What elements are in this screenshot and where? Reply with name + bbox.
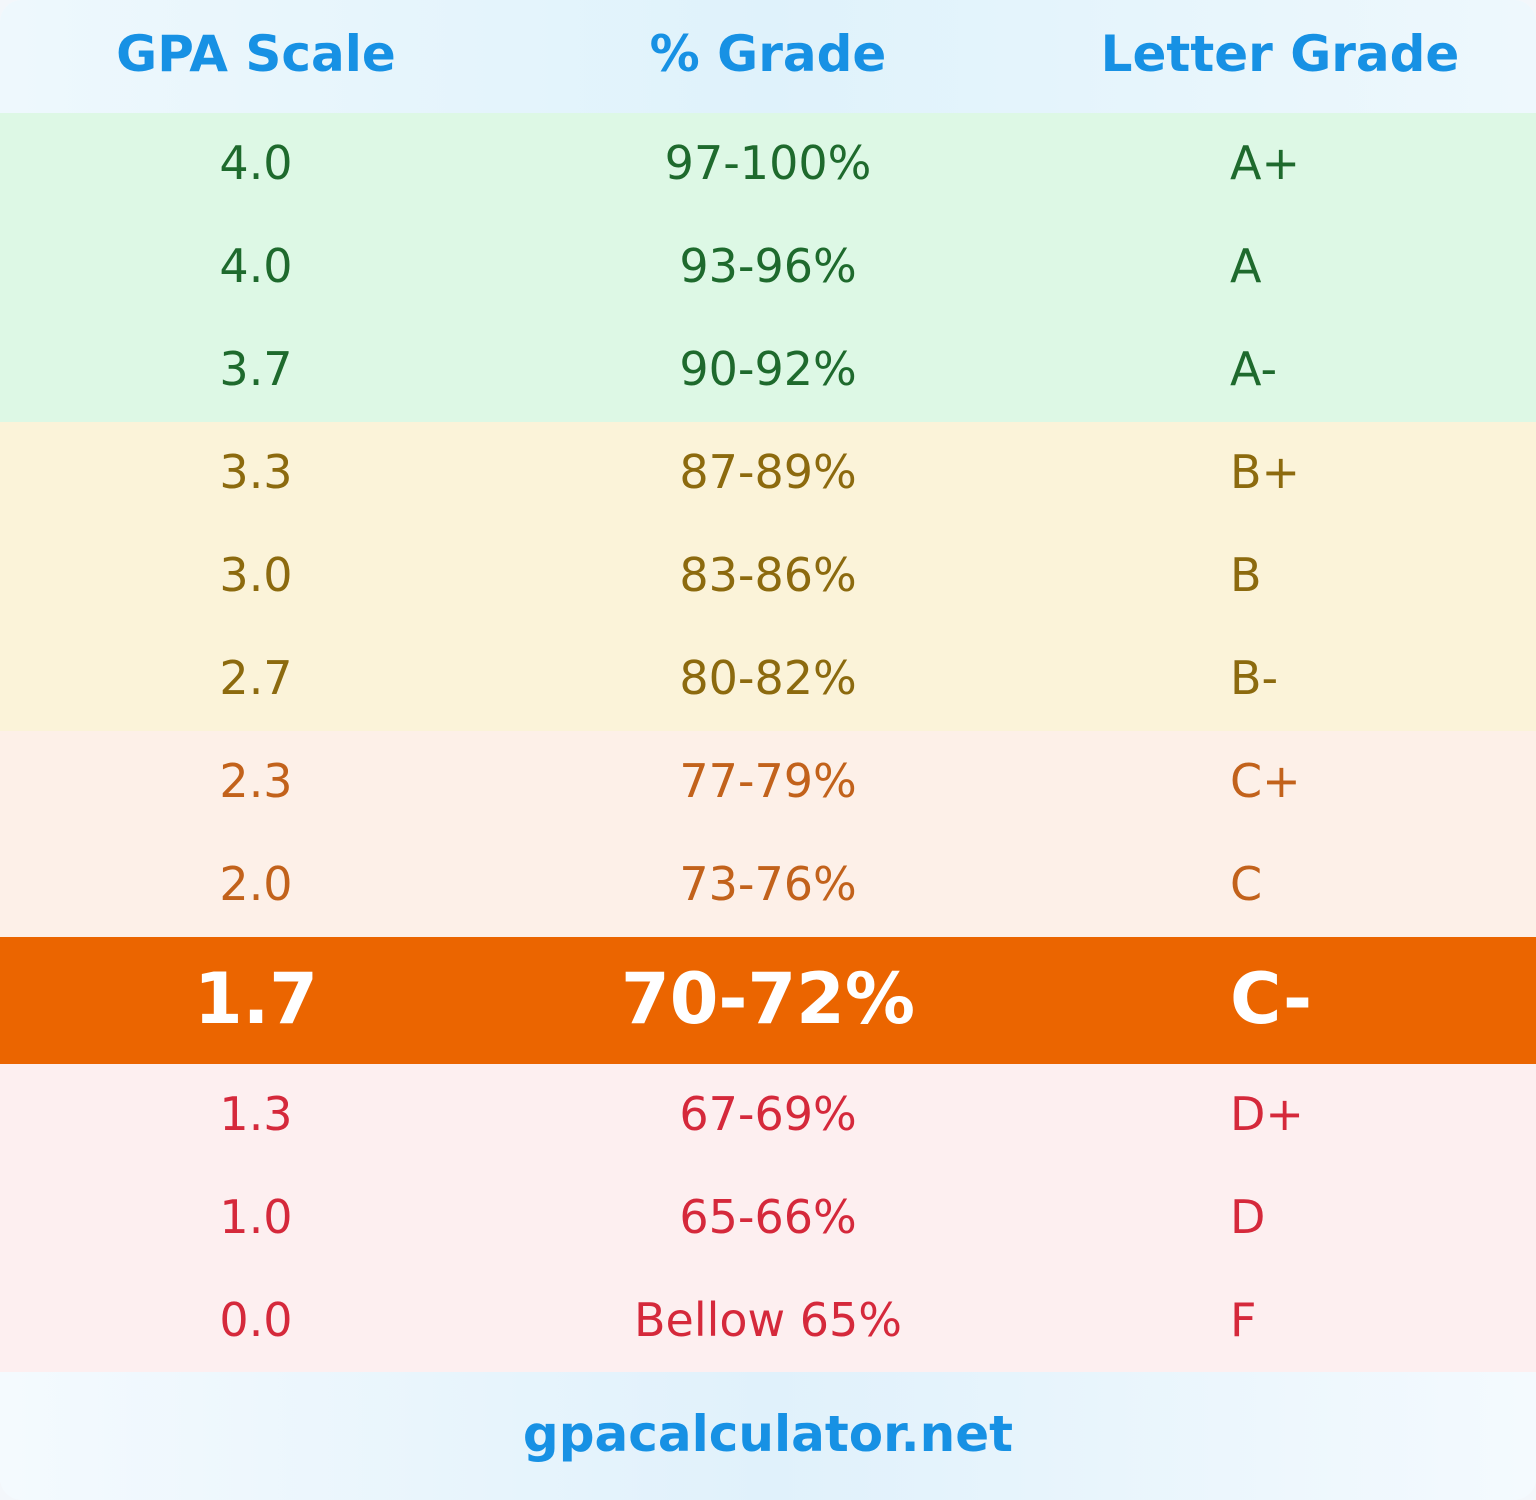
percent-range: 80-82% bbox=[679, 650, 857, 705]
table-row: 1.0 65-66% D bbox=[0, 1167, 1536, 1270]
gpa-value: 1.3 bbox=[219, 1086, 293, 1141]
letter-grade: B- bbox=[1230, 650, 1279, 705]
gpa-value: 2.7 bbox=[219, 650, 293, 705]
letter-grade: C bbox=[1230, 856, 1263, 911]
letter-grade: F bbox=[1230, 1292, 1257, 1347]
percent-range: Bellow 65% bbox=[633, 1292, 903, 1347]
percent-range: 73-76% bbox=[679, 856, 857, 911]
table-row: 0.0 Bellow 65% F bbox=[0, 1270, 1536, 1373]
gpa-value: 3.7 bbox=[219, 341, 293, 396]
letter-grade: A+ bbox=[1230, 135, 1301, 190]
table-header: GPA Scale % Grade Letter Grade bbox=[0, 0, 1536, 113]
letter-grade: C+ bbox=[1230, 753, 1301, 808]
letter-grade: A- bbox=[1230, 341, 1278, 396]
table-row-highlighted: 1.7 70-72% C- bbox=[0, 937, 1536, 1064]
header-percent-grade: % Grade bbox=[649, 24, 887, 83]
gpa-value: 4.0 bbox=[219, 135, 293, 190]
gpa-value: 2.3 bbox=[219, 753, 293, 808]
percent-range: 87-89% bbox=[679, 444, 857, 499]
header-gpa-scale: GPA Scale bbox=[116, 24, 396, 83]
gpa-value: 3.0 bbox=[219, 547, 293, 602]
header-letter-grade: Letter Grade bbox=[1100, 24, 1460, 83]
letter-grade: A bbox=[1230, 238, 1262, 293]
gpa-value: 1.0 bbox=[219, 1189, 293, 1244]
gpa-value: 1.7 bbox=[193, 957, 318, 1040]
table-row: 1.3 67-69% D+ bbox=[0, 1064, 1536, 1167]
table-row: 4.0 93-96% A bbox=[0, 216, 1536, 319]
percent-range: 77-79% bbox=[679, 753, 857, 808]
percent-range: 93-96% bbox=[679, 238, 857, 293]
letter-grade: B+ bbox=[1230, 444, 1301, 499]
gpa-value: 0.0 bbox=[219, 1292, 293, 1347]
letter-grade: D+ bbox=[1230, 1086, 1304, 1141]
percent-range: 67-69% bbox=[679, 1086, 857, 1141]
percent-range: 90-92% bbox=[679, 341, 857, 396]
table-row: 2.3 77-79% C+ bbox=[0, 731, 1536, 834]
table-row: 4.0 97-100% A+ bbox=[0, 113, 1536, 216]
table-row: 3.3 87-89% B+ bbox=[0, 422, 1536, 525]
footer: gpacalculator.net bbox=[0, 1372, 1536, 1500]
letter-grade: B bbox=[1230, 547, 1262, 602]
letter-grade: C- bbox=[1230, 957, 1313, 1040]
gpa-value: 3.3 bbox=[219, 444, 293, 499]
table-row: 3.0 83-86% B bbox=[0, 525, 1536, 628]
table-row: 2.0 73-76% C bbox=[0, 834, 1536, 937]
percent-range: 65-66% bbox=[679, 1189, 857, 1244]
percent-range: 83-86% bbox=[679, 547, 857, 602]
percent-range: 97-100% bbox=[664, 135, 872, 190]
gpa-value: 4.0 bbox=[219, 238, 293, 293]
letter-grade: D bbox=[1230, 1189, 1266, 1244]
table-row: 2.7 80-82% B- bbox=[0, 628, 1536, 731]
site-url: gpacalculator.net bbox=[522, 1405, 1014, 1463]
table-row: 3.7 90-92% A- bbox=[0, 319, 1536, 422]
percent-range: 70-72% bbox=[620, 957, 915, 1040]
gpa-value: 2.0 bbox=[219, 856, 293, 911]
